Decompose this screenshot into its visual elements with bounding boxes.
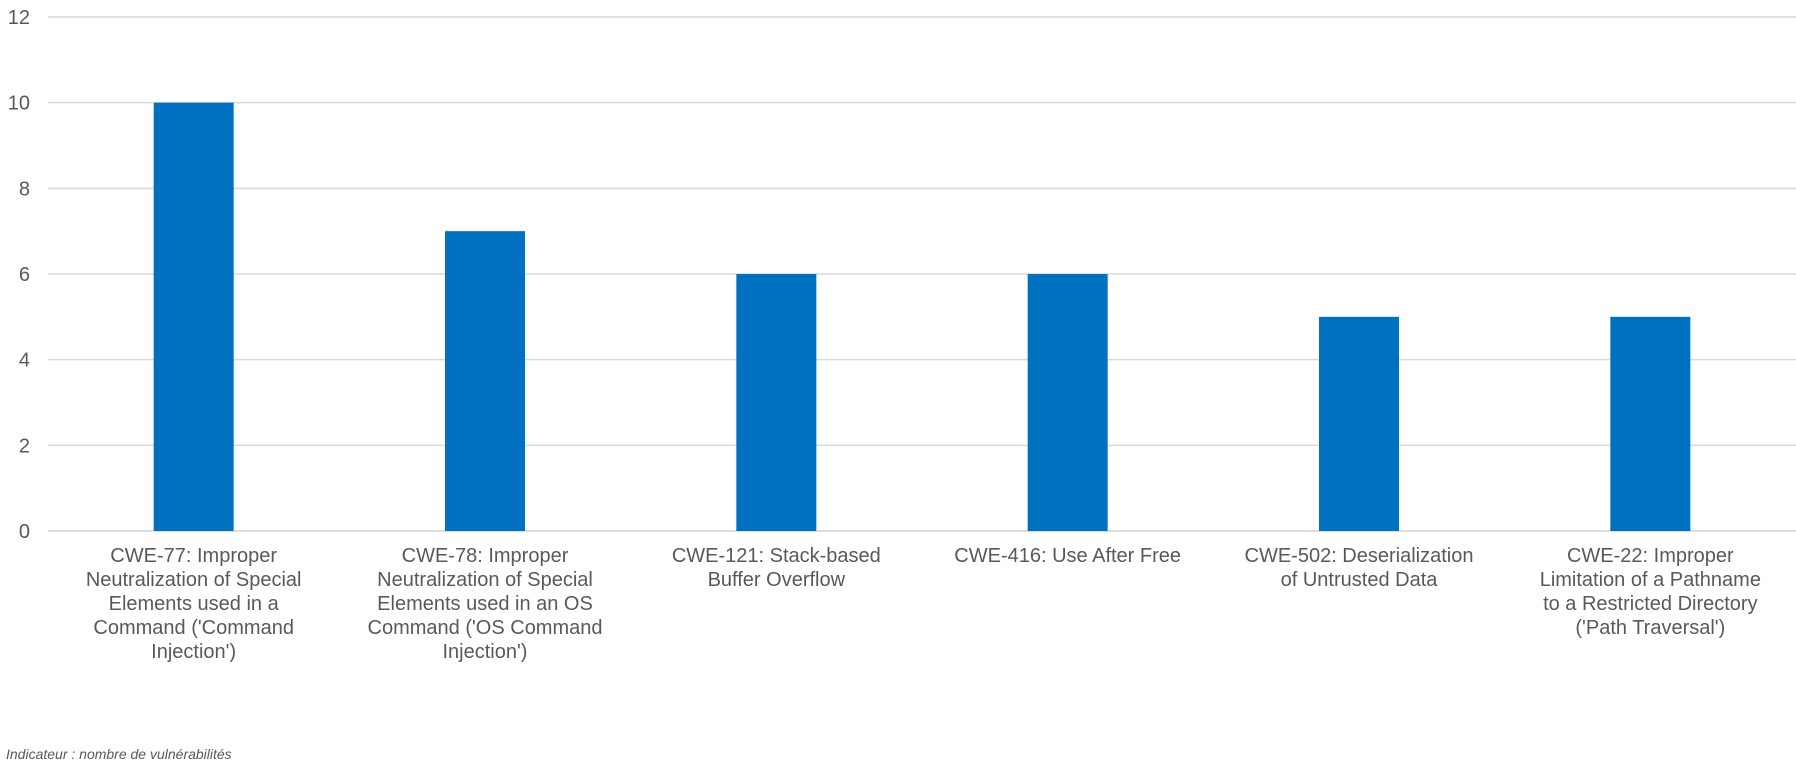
x-tick-label-line: CWE-121: Stack-based	[672, 545, 881, 567]
y-tick-label: 4	[19, 350, 30, 372]
bar	[1027, 274, 1108, 531]
x-tick-label-line: to a Restricted Directory	[1543, 593, 1758, 615]
x-tick-label: CWE-77: Improper Neutralization of Specia…	[86, 545, 302, 663]
y-tick-label: 12	[8, 7, 30, 29]
x-tick-label-line: Elements used in a	[109, 593, 280, 615]
x-tick-label-line: Injection')	[443, 641, 528, 663]
x-tick-label-line: Limitation of a Pathname	[1540, 569, 1761, 591]
bar	[153, 102, 234, 532]
y-axis-ticks: 0 2 4 6 8 10 12	[8, 7, 30, 543]
x-tick-label-line: ('Path Traversal')	[1575, 617, 1725, 639]
x-tick-label-line: CWE-22: Improper	[1567, 545, 1734, 567]
x-tick-label-line: Elements used in an OS	[377, 593, 593, 615]
y-tick-label: 2	[19, 435, 30, 457]
x-tick-label-line: Buffer Overflow	[708, 569, 846, 591]
x-tick-label-line: Command ('Command	[93, 617, 294, 639]
x-tick-label-line: Command ('OS Command	[368, 617, 603, 639]
x-tick-label-line: Neutralization of Special	[377, 569, 593, 591]
x-tick-label-line: CWE-502: Deserialization	[1245, 545, 1474, 567]
x-tick-label-line: Injection')	[151, 641, 236, 663]
x-axis-labels: CWE-77: Improper Neutralization of Specia…	[86, 545, 1761, 663]
gridlines	[48, 16, 1796, 532]
x-tick-label-line: CWE-78: Improper	[402, 545, 569, 567]
x-tick-label: CWE-22: Improper Limitation of a Pathname…	[1540, 545, 1761, 639]
y-tick-label: 8	[19, 178, 30, 200]
bar	[736, 274, 817, 531]
y-tick-label: 0	[19, 521, 30, 543]
x-tick-label: CWE-502: Deserialization of Untrusted Dat…	[1245, 545, 1474, 591]
x-tick-label-line: of Untrusted Data	[1281, 569, 1439, 591]
x-tick-label: CWE-416: Use After Free	[954, 545, 1181, 567]
bar	[1319, 316, 1399, 531]
bar	[1610, 316, 1691, 531]
bar	[445, 231, 525, 531]
bars	[153, 102, 1691, 532]
x-tick-label: CWE-78: Improper Neutralization of Specia…	[368, 545, 603, 663]
x-tick-label-line: Neutralization of Special	[86, 569, 302, 591]
x-tick-label: CWE-121: Stack-based Buffer Overflow	[672, 545, 881, 591]
x-tick-label-line: CWE-77: Improper	[110, 545, 277, 567]
footnote: Indicateur : nombre de vulnérabilités	[6, 746, 232, 761]
y-tick-label: 6	[19, 264, 30, 286]
x-tick-label-line: CWE-416: Use After Free	[954, 545, 1181, 567]
y-tick-label: 10	[8, 93, 30, 115]
